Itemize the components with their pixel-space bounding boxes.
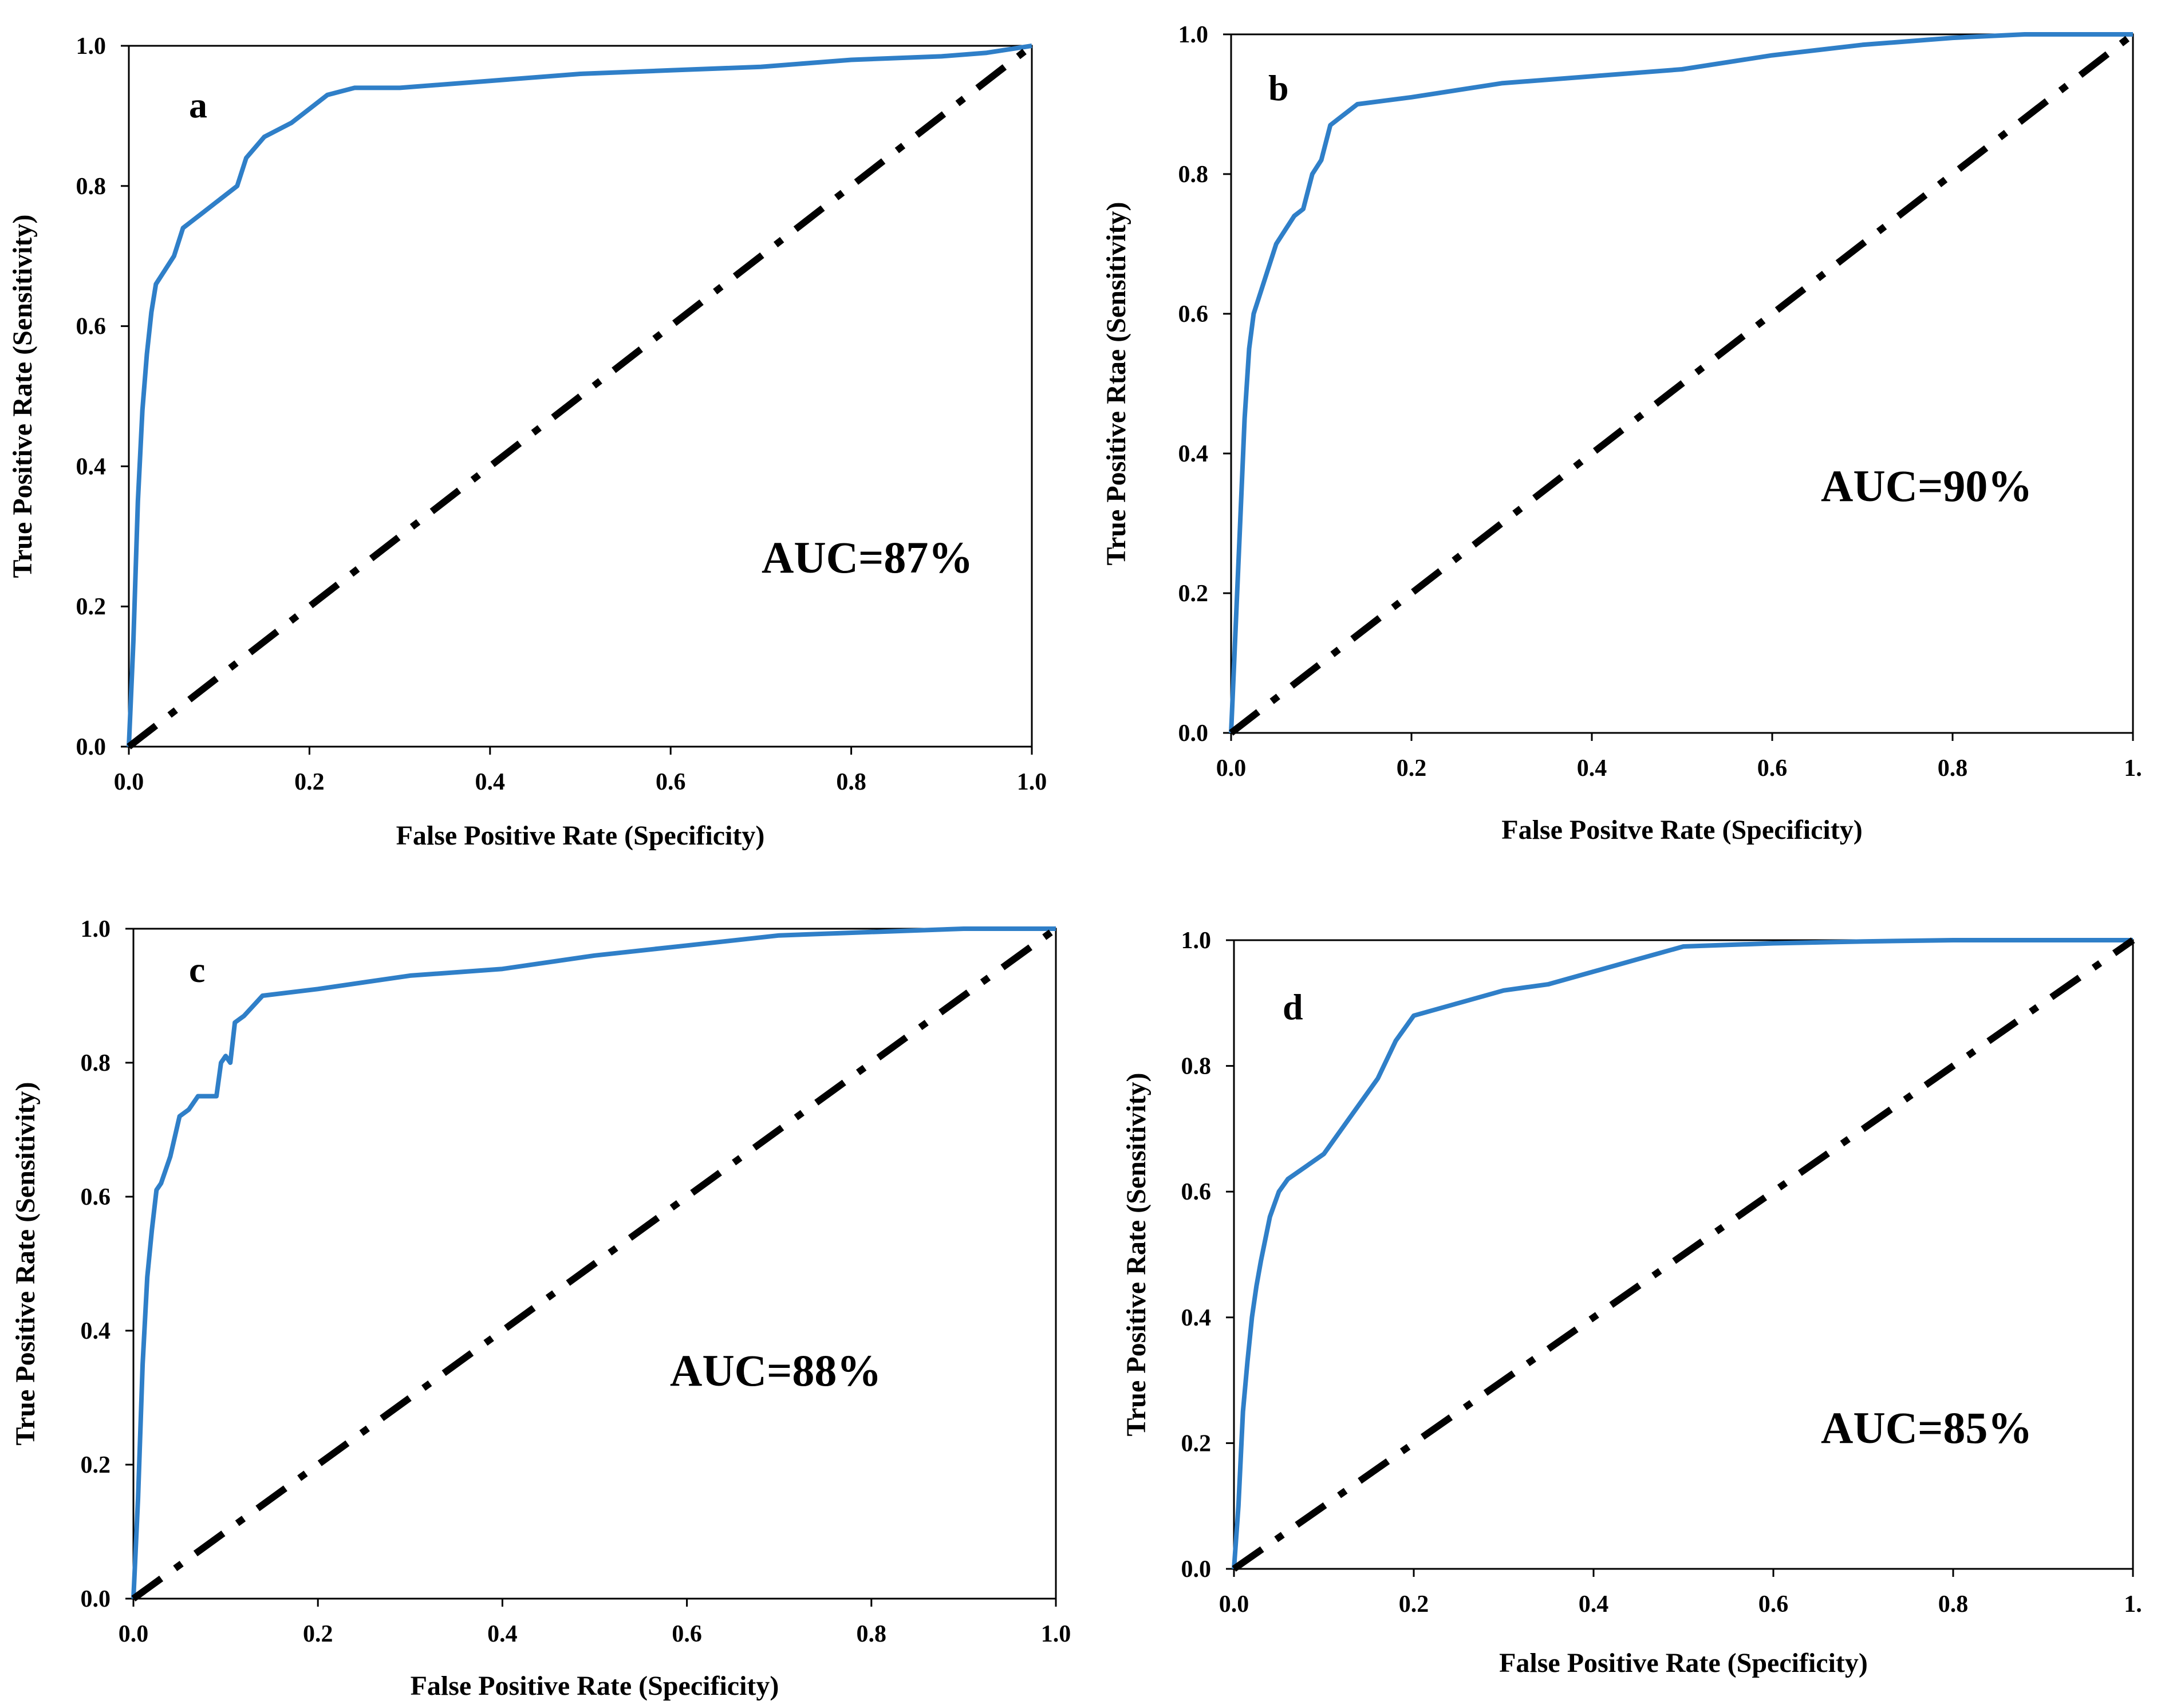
chart-panel-d: 0.0 0.2 0.4 0.6 0.8 1. 0.0 0.2 0.4 0.6 0.8 1.0 False…	[1121, 928, 2142, 1678]
y-tick-label: 0.0	[1181, 1556, 1212, 1583]
x-tick-label: 1.0	[1041, 1621, 1071, 1647]
x-tick-label: 0.2	[1399, 1591, 1429, 1618]
y-tick-label: 0.6	[1181, 1179, 1212, 1205]
roc-curve	[1232, 938, 2133, 1569]
y-axis-label: True Positive Rtae (Sensitivity)	[1101, 202, 1131, 566]
y-tick-label: 1.0	[1178, 22, 1209, 48]
random-classifier-line	[127, 43, 1034, 750]
y-tick-label: 1.0	[1181, 928, 1212, 954]
y-tick-label: 0.4	[1181, 1305, 1212, 1331]
chart-panel-a: 0.0 0.2 0.4 0.6 0.8 1.0 0.0 0.2 0.4 0.6 0.8 1.0 Fals…	[7, 33, 1047, 851]
x-tick-label: 0.8	[836, 769, 866, 795]
y-tick-label: 0.8	[76, 173, 107, 200]
y-axis-label: True Positive Rate (Sensitivity)	[10, 1082, 41, 1446]
x-axis-label: False Positive Rate (Specificity)	[411, 1671, 779, 1701]
y-tick-label: 0.2	[81, 1452, 111, 1478]
plot-frame	[132, 928, 1057, 1600]
y-tick-label: 0.2	[1178, 581, 1209, 607]
auc-annotation: AUC=88%	[670, 1346, 881, 1395]
x-tick-label: 0.0	[1216, 755, 1247, 782]
y-tick-label: 1.0	[81, 916, 111, 942]
y-tick-label: 0.0	[1178, 720, 1209, 747]
y-tick-label: 1.0	[76, 33, 107, 60]
y-tick-label: 0.2	[76, 594, 107, 620]
x-tick-label: 0.0	[1219, 1591, 1249, 1618]
x-tick-label: 0.2	[1397, 755, 1427, 782]
x-tick-label: 0.8	[1938, 1591, 1969, 1618]
random-classifier-line	[131, 926, 1058, 1602]
x-tick-label: 1.	[2124, 1591, 2142, 1618]
x-tick-label: 0.4	[1579, 1591, 1609, 1618]
auc-annotation: AUC=85%	[1821, 1403, 2032, 1453]
x-tick-label: 0.8	[857, 1621, 887, 1647]
random-classifier-line	[1232, 937, 2135, 1572]
roc-curve	[131, 926, 1056, 1599]
roc-curve	[127, 44, 1032, 747]
plot-frame	[128, 45, 1033, 748]
y-tick-label: 0.8	[81, 1050, 111, 1076]
y-tick-label: 0.4	[1178, 441, 1209, 467]
x-tick-label: 0.0	[114, 769, 144, 795]
x-tick-label: 0.0	[119, 1621, 149, 1647]
x-axis-label: False Positve Rate (Specificity)	[1501, 815, 1862, 845]
x-tick-label: 0.6	[656, 769, 686, 795]
x-tick-label: 1.	[2124, 755, 2142, 782]
chart-panel-b: 0.0 0.2 0.4 0.6 0.8 1. 0.0 0.2 0.4 0.6 0.8 1.0 False…	[1101, 22, 2142, 845]
y-axis-label: True Positive Rate (Sensitivity)	[7, 215, 38, 578]
x-tick-label: 0.4	[487, 1621, 518, 1647]
x-tick-label: 0.8	[1938, 755, 1968, 782]
x-tick-label: 0.2	[303, 1621, 333, 1647]
y-tick-label: 0.8	[1181, 1054, 1212, 1080]
y-tick-label: 0.4	[76, 453, 107, 480]
x-tick-label: 0.6	[1757, 755, 1788, 782]
auc-annotation: AUC=87%	[762, 532, 973, 582]
x-axis-label: False Positive Rate (Specificity)	[1499, 1648, 1868, 1678]
x-tick-label: 0.4	[475, 769, 506, 795]
y-tick-label: 0.0	[76, 734, 107, 760]
x-tick-label: 0.4	[1577, 755, 1607, 782]
y-tick-label: 0.2	[1181, 1430, 1212, 1457]
y-tick-label: 0.6	[81, 1184, 111, 1210]
y-tick-label: 0.4	[81, 1318, 111, 1344]
x-axis-label: False Positive Rate (Specificity)	[396, 821, 765, 851]
x-tick-label: 0.2	[294, 769, 325, 795]
x-tick-label: 0.6	[672, 1621, 702, 1647]
y-tick-label: 0.6	[76, 314, 107, 340]
x-tick-label: 1.0	[1017, 769, 1047, 795]
chart-panel-c: 0.0 0.2 0.4 0.6 0.8 1.0 0.0 0.2 0.4 0.6 0.8 1.0 Fals…	[10, 916, 1071, 1701]
plot-frame	[1233, 939, 2134, 1570]
x-tick-label: 0.6	[1758, 1591, 1789, 1618]
y-axis-label: True Positive Rate (Sensitivity)	[1121, 1073, 1152, 1437]
random-classifier-line	[1229, 31, 2135, 736]
panel-label: d	[1283, 987, 1303, 1027]
auc-annotation: AUC=90%	[1821, 461, 2032, 511]
panel-label: c	[189, 949, 205, 990]
roc-curve	[1229, 32, 2133, 733]
y-tick-label: 0.6	[1178, 301, 1209, 328]
panel-label: b	[1268, 68, 1289, 108]
panel-label: a	[189, 85, 207, 125]
plot-frame	[1230, 33, 2134, 734]
y-tick-label: 0.0	[81, 1586, 111, 1612]
y-tick-label: 0.8	[1178, 161, 1209, 188]
